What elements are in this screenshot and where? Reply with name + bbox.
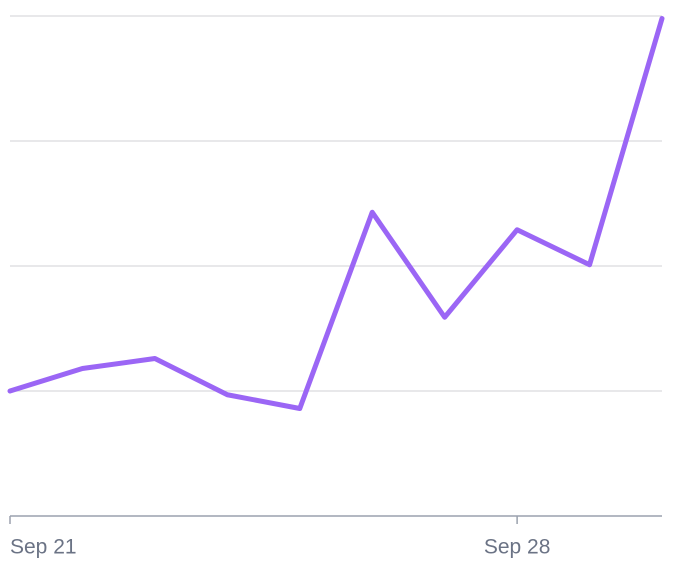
line-series [7,16,665,411]
x-tick-label: Sep 21 [10,536,77,559]
x-tick-label: Sep 28 [484,536,551,559]
